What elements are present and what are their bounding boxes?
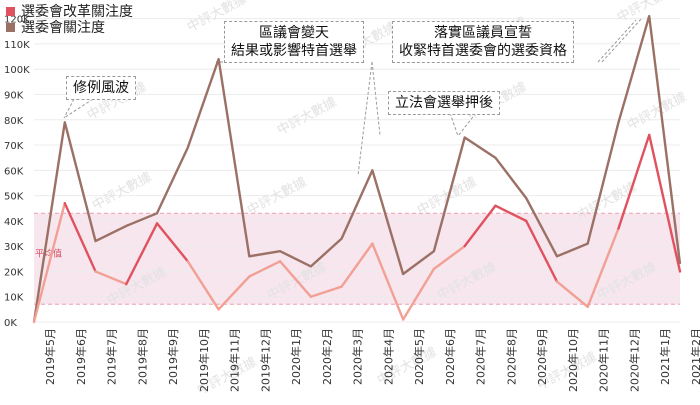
x-tick-label: 2020年7月 [474, 328, 488, 385]
series-line-committee [32, 14, 682, 323]
y-tick-label: 30K [4, 242, 24, 253]
legend-swatch-committee [6, 22, 15, 32]
series-segment-reform [432, 244, 466, 271]
series-segment-reform [217, 275, 251, 311]
annotation-legco-postponed: 立法會選舉押後 [388, 91, 500, 115]
average-band [34, 213, 680, 305]
series-segment-reform [309, 285, 343, 298]
annotation-leader [449, 112, 459, 137]
series-segment-reform [463, 204, 497, 248]
series-segment-reform [401, 267, 436, 321]
x-tick-label: 2019年5月 [43, 328, 57, 385]
series-segment-reform [340, 242, 374, 288]
series-segment-reform [371, 242, 405, 321]
legend-label-committee: 選委會關注度 [21, 20, 105, 36]
series-segment-reform [155, 222, 190, 263]
annotation-leader [63, 98, 75, 119]
legend-item-reform: 選委會改革關注度 [6, 3, 133, 20]
annotation-district-council: 區議會變天 結果或影響特首選舉 [224, 21, 364, 63]
series-segment-reform [617, 133, 651, 230]
y-tick-label: 120K [4, 15, 30, 26]
series-segment-reform [186, 260, 220, 311]
annotation-leader [357, 61, 373, 176]
y-tick-label: 110K [4, 40, 30, 51]
watermark-text: 中評大數據 [415, 175, 479, 219]
x-tick-label: 2020年10月 [566, 328, 580, 392]
series-segment-reform [94, 270, 128, 286]
average-label: 平均值 [35, 248, 62, 260]
x-tick-label: 2020年6月 [443, 328, 457, 385]
series-segment-reform [524, 219, 559, 283]
x-tick-label: 2019年7月 [105, 328, 119, 385]
watermark-text: 中評大數據 [625, 90, 689, 134]
series-segment-reform [278, 260, 313, 298]
y-tick-label: 20K [4, 267, 24, 278]
watermark-text: 中評大數據 [275, 95, 339, 139]
x-tick-label: 2020年12月 [627, 328, 641, 392]
y-tick-label: 40K [4, 217, 24, 228]
x-tick-label: 2020年1月 [289, 328, 303, 385]
chart-legend: 選委會改革關注度 選委會關注度 [6, 3, 133, 36]
x-tick-label: 2020年3月 [351, 328, 365, 385]
x-tick-label: 2020年5月 [412, 328, 426, 385]
watermark-text: 中評大數據 [90, 170, 154, 214]
annotation-leader [597, 19, 637, 63]
y-tick-label: 100K [4, 65, 30, 76]
y-tick-label: 10K [4, 293, 24, 304]
x-tick-label: 2021年2月 [689, 328, 700, 385]
series-segment-reform [586, 227, 620, 309]
series-segment-reform [125, 222, 159, 286]
x-tick-label: 2021年1月 [658, 328, 672, 385]
x-tick-label: 2019年6月 [74, 328, 88, 385]
annotation-election-committee: 落實區議員宣誓 收緊特首選委會的選委資格 [392, 21, 574, 63]
series-segment-reform [648, 133, 682, 273]
series-segment-reform [494, 204, 528, 223]
x-tick-label: 2019年9月 [166, 328, 180, 385]
legend-swatch-reform [6, 6, 15, 16]
x-tick-label: 2019年10月 [197, 328, 211, 392]
legend-label-reform: 選委會改革關注度 [21, 4, 133, 20]
series-segment-reform [555, 280, 589, 309]
x-tick-label: 2019年8月 [135, 328, 149, 385]
y-tick-label: 0K [4, 318, 17, 329]
annotation-leader [63, 98, 94, 119]
series-segment-reform [248, 260, 282, 278]
x-tick-label: 2019年12月 [258, 328, 272, 392]
x-tick-label: 2020年4月 [381, 328, 395, 385]
x-tick-label: 2020年9月 [535, 328, 549, 385]
x-tick-label: 2019年11月 [228, 328, 242, 392]
y-tick-label: 70K [4, 141, 24, 152]
y-tick-label: 80K [4, 116, 24, 127]
annotation-extradition-protests: 修例風波 [66, 76, 136, 100]
series-segment-reform [32, 201, 66, 324]
watermark-text: 中評大數據 [245, 175, 309, 219]
y-tick-label: 60K [4, 166, 24, 177]
series-segment-reform [63, 201, 97, 273]
annotation-leader [371, 61, 381, 136]
x-tick-label: 2020年8月 [504, 328, 518, 385]
y-tick-label: 90K [4, 90, 24, 101]
x-tick-label: 2020年11月 [597, 328, 611, 392]
legend-item-committee: 選委會關注度 [6, 19, 133, 36]
y-tick-label: 50K [4, 192, 24, 203]
x-tick-label: 2020年2月 [320, 328, 334, 385]
